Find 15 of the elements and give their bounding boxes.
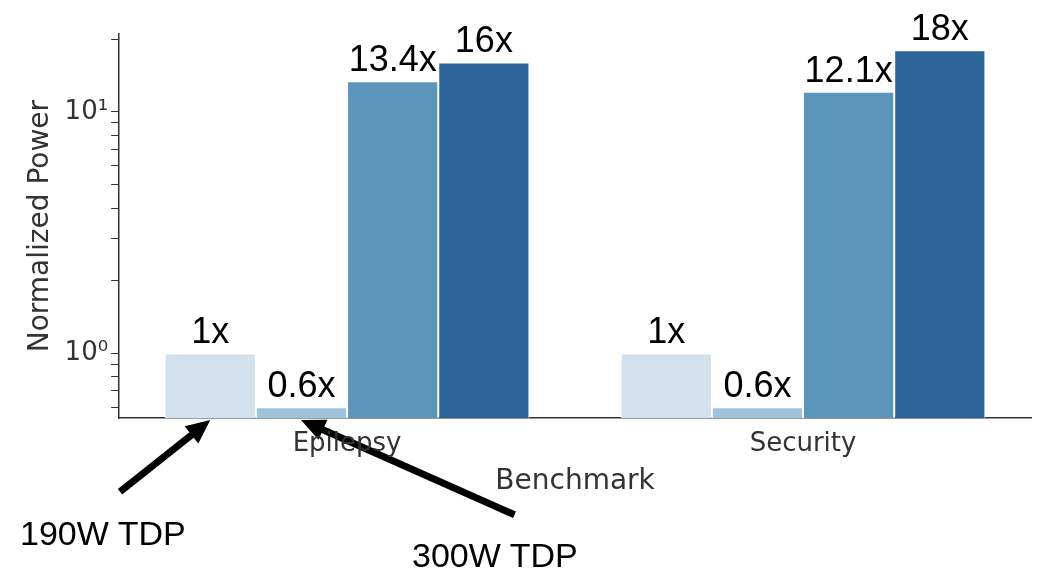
x-axis-title: Benchmark (495, 463, 656, 497)
y-axis-title: Normalized Power (22, 99, 56, 353)
data-label: 1x (647, 310, 686, 352)
text: 300W TDP (412, 536, 578, 574)
data-label: 1x (191, 310, 230, 352)
data-label: 13.4x (348, 38, 437, 80)
data-label: 0.6x (723, 364, 792, 406)
text: 190W TDP (20, 514, 186, 552)
data-label: 12.1x (804, 48, 893, 90)
y-tick-label: 10⁰ (64, 336, 109, 367)
data-label: 0.6x (267, 364, 336, 406)
data-label: 16x (454, 19, 513, 61)
x-tick-label: Security (749, 426, 857, 457)
y-tick-label: 10¹ (64, 94, 109, 125)
data-label: 18x (910, 7, 969, 49)
